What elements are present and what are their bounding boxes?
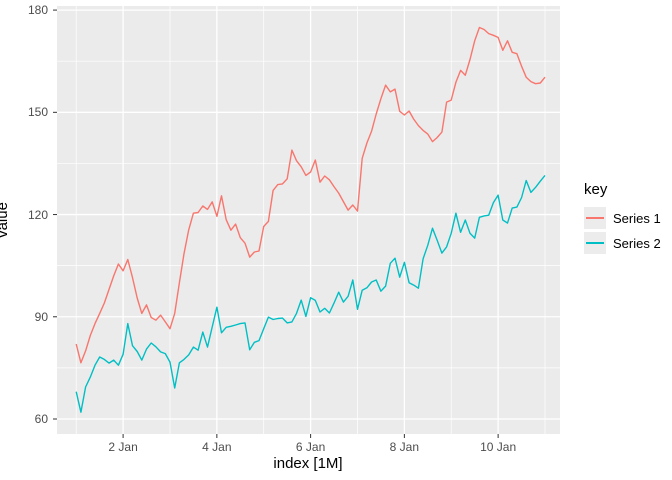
legend-label-series-1: Series 1	[613, 210, 661, 226]
series-1-line	[75, 26, 546, 364]
series-1-key-line-icon	[586, 217, 604, 219]
y-tick-label: 120	[27, 207, 48, 222]
legend: key Series 1 Series 2	[584, 181, 661, 257]
legend-key-series-2	[584, 232, 606, 254]
x-axis-title: index [1M]	[273, 455, 343, 472]
legend-title: key	[584, 181, 608, 198]
y-tick-label: 60	[34, 412, 48, 426]
x-tick-label: 4 Jan	[202, 440, 232, 454]
y-tick-label: 180	[27, 3, 48, 18]
x-tick-label: 6 Jan	[295, 440, 326, 454]
legend-item-series-1: Series 1	[584, 207, 661, 229]
y-tick-label: 90	[34, 309, 48, 324]
panel-background	[57, 6, 560, 434]
x-tick-label: 10 Jan	[480, 440, 517, 454]
legend-key-series-1	[584, 207, 606, 229]
series-2-key-line-icon	[586, 242, 604, 244]
series-2-line	[75, 174, 546, 413]
legend-item-series-2: Series 2	[584, 232, 661, 254]
x-tick-label: 8 Jan	[389, 440, 420, 454]
y-tick-label: 150	[27, 105, 48, 120]
legend-label-series-2: Series 2	[613, 235, 661, 251]
x-tick-label: 2 Jan	[108, 440, 138, 454]
